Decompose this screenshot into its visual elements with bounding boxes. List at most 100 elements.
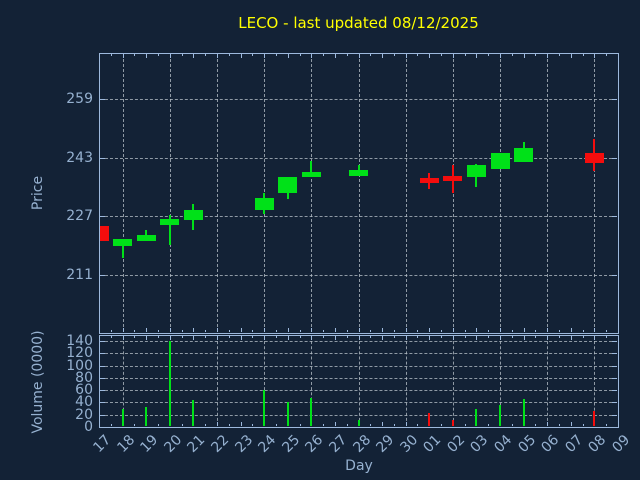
volume-gridline-vertical xyxy=(216,336,218,426)
volume-bar xyxy=(121,408,124,426)
x-axis-tick-minor xyxy=(275,424,277,426)
x-axis-title: Day xyxy=(336,458,382,474)
price-gridline-horizontal xyxy=(100,216,617,218)
price-panel xyxy=(99,53,619,334)
price-gridline-vertical xyxy=(358,54,360,332)
x-axis-tick-minor xyxy=(275,336,277,338)
x-axis-tick-minor xyxy=(181,54,183,56)
volume-axis-tick xyxy=(612,365,617,367)
x-axis-tick-minor xyxy=(299,54,301,56)
volume-bar xyxy=(357,420,360,426)
x-axis-tick-minor xyxy=(252,424,254,426)
candle-upper-wick xyxy=(451,165,454,176)
volume-bar xyxy=(593,411,596,426)
volume-axis-tick xyxy=(100,365,105,367)
x-axis-tick-major xyxy=(216,328,218,332)
volume-tick-label: 60 xyxy=(75,382,93,399)
x-axis-tick-major xyxy=(382,336,384,340)
candle-upper-wick xyxy=(263,192,266,199)
x-axis-tick-minor xyxy=(488,330,490,332)
candle-body xyxy=(490,153,510,170)
x-axis-tick-major xyxy=(334,422,336,426)
x-axis-tick-minor xyxy=(252,54,254,56)
x-axis-tick-minor xyxy=(488,54,490,56)
candle-lower-wick xyxy=(428,183,431,190)
candle-upper-wick xyxy=(522,142,525,149)
volume-axis-tick xyxy=(612,402,617,404)
candle-lower-wick xyxy=(263,210,266,215)
x-axis-tick-major xyxy=(99,54,100,58)
x-axis-tick-minor xyxy=(393,424,395,426)
x-axis-tick-major xyxy=(99,328,100,332)
x-axis-tick-minor xyxy=(488,424,490,426)
volume-axis-tick xyxy=(100,353,105,355)
candle-body xyxy=(466,165,486,178)
x-axis-tick-minor xyxy=(488,336,490,338)
candle-body xyxy=(100,225,109,241)
volume-axis-tick xyxy=(100,390,105,392)
x-axis-tick-major xyxy=(476,328,478,332)
volume-gridline-vertical xyxy=(358,336,360,426)
x-axis-tick-major xyxy=(122,336,124,340)
x-axis-tick-major xyxy=(358,54,360,58)
x-axis-tick-minor xyxy=(346,330,348,332)
x-axis-tick-minor xyxy=(323,336,325,338)
x-axis-tick-major xyxy=(99,422,100,426)
volume-gridline-vertical xyxy=(500,336,502,426)
volume-gridline-horizontal xyxy=(100,341,617,343)
x-axis-tick-minor xyxy=(228,336,230,338)
x-axis-tick-major xyxy=(547,54,549,58)
candle-lower-wick xyxy=(192,220,195,230)
x-axis-tick-minor xyxy=(441,54,443,56)
x-axis-tick-minor xyxy=(252,330,254,332)
candle-lower-wick xyxy=(286,193,289,200)
volume-gridline-vertical xyxy=(594,336,596,426)
volume-panel xyxy=(99,335,619,428)
price-gridline-vertical xyxy=(311,54,313,332)
volume-gridline-vertical xyxy=(311,336,313,426)
x-axis-tick-major xyxy=(429,54,431,58)
candle-body xyxy=(419,178,439,184)
candle-upper-wick xyxy=(475,163,478,165)
price-gridline-horizontal xyxy=(100,99,617,100)
x-axis-tick-minor xyxy=(157,330,159,332)
x-axis-tick-major xyxy=(405,336,407,340)
x-axis-tick-major xyxy=(122,54,124,58)
x-axis-tick-major xyxy=(500,336,502,340)
x-axis-tick-minor xyxy=(205,330,207,332)
price-axis-tick xyxy=(612,157,617,159)
price-gridline-vertical xyxy=(500,54,502,332)
price-gridline-vertical xyxy=(594,54,596,332)
x-axis-tick-major xyxy=(287,336,289,340)
x-axis-tick-minor xyxy=(157,336,159,338)
x-axis-tick-major xyxy=(169,336,171,340)
x-axis-tick-minor xyxy=(417,330,419,332)
x-axis-tick-major xyxy=(240,54,242,58)
price-axis-title-text: Price xyxy=(30,175,46,211)
x-axis-tick-minor xyxy=(393,54,395,56)
x-axis-tick-minor xyxy=(464,424,466,426)
volume-bar xyxy=(499,404,502,426)
volume-bar xyxy=(310,397,313,426)
x-axis-tick-major xyxy=(405,328,407,332)
x-axis-tick-minor xyxy=(346,424,348,426)
candle-upper-wick xyxy=(192,204,195,211)
price-gridline-vertical xyxy=(405,54,407,332)
x-axis-tick-minor xyxy=(511,336,513,338)
volume-axis-tick xyxy=(612,353,617,355)
x-axis-tick-minor xyxy=(275,54,277,56)
candle-body xyxy=(514,148,534,163)
price-tick-label: 243 xyxy=(66,149,93,166)
x-axis-tick-major xyxy=(452,54,454,58)
volume-axis-tick xyxy=(612,414,617,416)
volume-tick-label: 20 xyxy=(75,406,93,423)
x-axis-tick-major xyxy=(405,422,407,426)
x-axis-tick-minor xyxy=(559,336,561,338)
volume-tick-label: 40 xyxy=(75,394,93,411)
x-axis-tick-minor xyxy=(606,424,608,426)
x-axis-tick-major xyxy=(146,336,148,340)
x-axis-tick-minor xyxy=(606,336,608,338)
volume-tick-label: 80 xyxy=(75,369,93,386)
candle-body xyxy=(160,219,180,226)
volume-axis-title: Volume (0000) xyxy=(30,322,46,442)
